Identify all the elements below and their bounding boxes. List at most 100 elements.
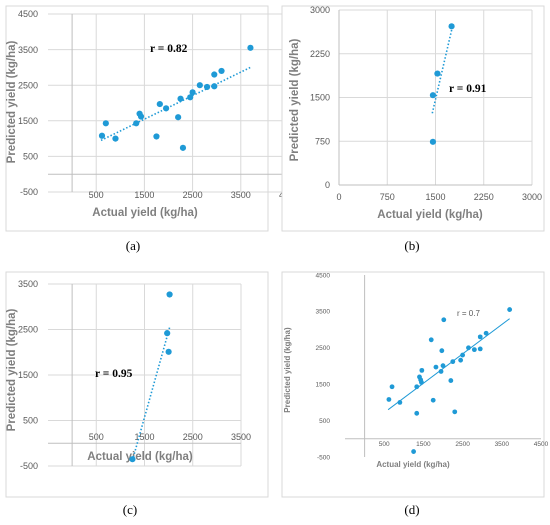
- data-point: [112, 135, 119, 142]
- chart-frame: [281, 271, 545, 498]
- x-tick-label: 2500: [183, 432, 203, 442]
- y-tick-label: 2500: [316, 345, 331, 352]
- trendline: [387, 318, 510, 411]
- trendline: [131, 325, 171, 461]
- data-point: [507, 307, 513, 312]
- data-point: [452, 409, 458, 415]
- data-point: [429, 138, 437, 145]
- data-point: [429, 92, 437, 99]
- data-point: [438, 369, 444, 374]
- data-point: [175, 114, 182, 121]
- x-tick-label: 3500: [495, 441, 510, 448]
- x-axis-title: Actual yield (kg/ha): [87, 451, 193, 463]
- y-tick-label: -500: [20, 187, 38, 197]
- x-tick-label: 0: [336, 192, 341, 202]
- data-point: [177, 95, 184, 102]
- panel-label: (c): [123, 502, 137, 517]
- data-point: [153, 133, 160, 140]
- data-point: [102, 120, 109, 127]
- x-tick-label: 2250: [474, 192, 494, 202]
- data-point: [448, 378, 454, 383]
- x-tick-label: 3500: [231, 432, 251, 442]
- x-tick-label: 4500: [534, 441, 549, 448]
- data-point: [386, 397, 392, 402]
- data-point: [211, 83, 218, 90]
- data-point: [466, 345, 471, 351]
- data-point: [440, 363, 446, 369]
- chart-frame: [5, 271, 269, 498]
- x-tick-label: 500: [89, 432, 104, 442]
- y-tick-label: 4500: [316, 272, 331, 279]
- data-point: [137, 113, 145, 120]
- y-tick-label: -500: [317, 454, 330, 461]
- chart-frame: [281, 5, 545, 232]
- y-axis-title: Predicted yield (kg/ha): [289, 38, 301, 161]
- y-tick-label: 500: [23, 416, 38, 426]
- y-tick-label: 1500: [18, 370, 38, 380]
- chart-panel-c: -500 500 1500 2500 3500 500 1500 2500 3500 Actual…: [5, 271, 269, 517]
- y-tick-label: 2250: [310, 49, 330, 59]
- data-point: [477, 346, 483, 352]
- chart-frame: [5, 5, 269, 232]
- correlation-annotation: r = 0.82: [150, 43, 188, 55]
- x-tick-label: 2500: [455, 441, 470, 448]
- trendline: [431, 27, 454, 114]
- data-point: [428, 337, 434, 343]
- data-point: [218, 67, 225, 75]
- data-point: [477, 334, 483, 340]
- x-tick-label: 1500: [134, 190, 154, 200]
- data-point: [434, 70, 441, 77]
- chart-panel-d: -500 500 1500 2500 3500 4500 500 1500 2500 3500 45…: [281, 271, 549, 517]
- data-point: [414, 384, 420, 390]
- data-point: [439, 348, 445, 354]
- x-axis-title: Actual yield (kg/ha): [377, 209, 483, 221]
- y-tick-label: 0: [325, 180, 330, 190]
- chart-panel-a: -500500150025003500450050015002500350045…: [5, 5, 299, 253]
- data-point: [247, 44, 254, 51]
- y-tick-label: 3000: [310, 5, 330, 15]
- y-axis-title: Predicted yield (kg/ha): [6, 40, 18, 163]
- data-point: [448, 23, 455, 30]
- data-point: [389, 384, 395, 390]
- x-tick-label: 1500: [134, 432, 154, 442]
- data-point: [411, 449, 416, 454]
- correlation-annotation: r = 0.7: [457, 309, 480, 318]
- data-point: [414, 410, 420, 416]
- x-tick-label: 500: [89, 190, 104, 200]
- data-point: [129, 456, 136, 463]
- data-point: [156, 100, 163, 108]
- y-tick-label: 1500: [310, 93, 330, 103]
- data-point: [196, 82, 203, 89]
- x-axis-title: Actual yield (kg/ha): [376, 460, 450, 469]
- y-tick-label: 3500: [18, 45, 38, 55]
- y-tick-label: 500: [23, 152, 38, 162]
- x-tick-label: 1500: [425, 192, 445, 202]
- data-point: [483, 330, 489, 336]
- data-point: [203, 83, 211, 91]
- x-tick-label: 3500: [231, 190, 251, 200]
- y-tick-label: 3500: [316, 309, 331, 316]
- y-tick-label: 1500: [18, 116, 38, 126]
- data-point: [450, 359, 456, 365]
- data-point: [98, 132, 106, 139]
- data-point: [471, 347, 477, 353]
- panel-label: (a): [126, 238, 140, 253]
- x-tick-label: 2500: [183, 190, 203, 200]
- data-point: [441, 317, 447, 323]
- panel-label: (b): [404, 238, 419, 253]
- y-tick-label: 2500: [18, 325, 38, 335]
- y-tick-label: -500: [20, 461, 38, 471]
- y-axis-title: Predicted yield (kg/ha): [6, 308, 18, 431]
- y-tick-label: 750: [315, 136, 330, 146]
- x-tick-label: 1500: [416, 441, 431, 448]
- correlation-annotation: r = 0.91: [449, 83, 487, 95]
- data-point: [397, 400, 403, 405]
- data-point: [211, 71, 218, 78]
- y-tick-label: 500: [319, 418, 330, 425]
- data-point: [133, 120, 140, 127]
- data-point: [166, 291, 173, 298]
- data-point: [433, 364, 439, 370]
- data-point: [179, 144, 187, 151]
